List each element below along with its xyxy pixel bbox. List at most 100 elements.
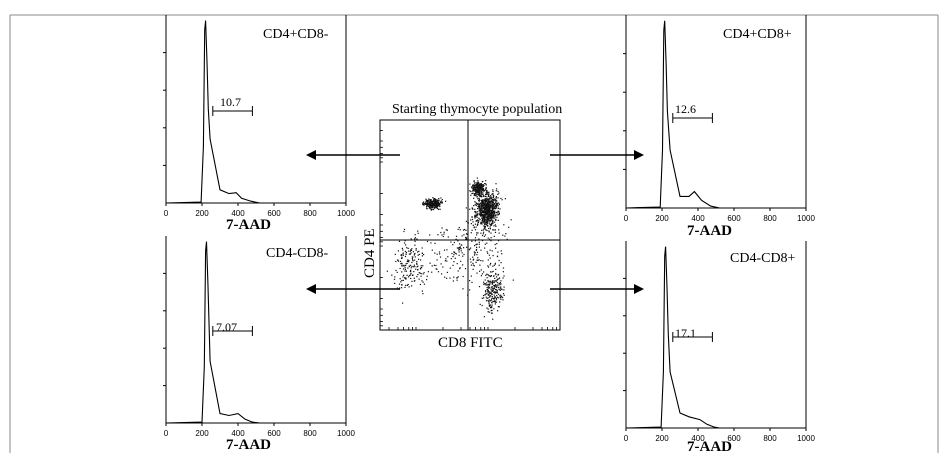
scatter-point: [429, 234, 431, 236]
scatter-point: [490, 224, 493, 226]
scatter-point: [502, 299, 504, 301]
scatter-point: [490, 222, 492, 224]
scatter-point: [478, 204, 480, 206]
scatter-point: [488, 222, 491, 224]
scatter-point: [485, 180, 487, 182]
scatter-point: [489, 287, 491, 289]
scatter-point: [496, 276, 498, 278]
scatter-point: [465, 233, 468, 235]
scatter-point: [486, 307, 488, 309]
scatter-point: [462, 229, 465, 231]
scatter-point: [478, 189, 480, 191]
scatter-point: [457, 270, 459, 272]
scatter-point: [477, 224, 479, 226]
scatter-point: [493, 225, 495, 227]
scatter-point: [441, 201, 443, 203]
scatter-point: [470, 190, 472, 193]
scatter-point: [411, 258, 413, 260]
scatter-point: [413, 271, 415, 273]
scatter-point: [482, 203, 484, 205]
scatter-point: [419, 283, 421, 286]
scatter-point: [485, 189, 487, 192]
scatter-point: [466, 238, 468, 240]
scatter-point: [502, 271, 504, 273]
scatter-point: [491, 214, 493, 216]
scatter-point: [441, 199, 443, 201]
scatter-point: [497, 210, 499, 212]
scatter-point: [495, 292, 497, 294]
scatter-point: [498, 240, 500, 242]
scatter-point: [423, 201, 425, 203]
scatter-point: [496, 292, 498, 294]
scatter-point: [443, 233, 445, 235]
scatter-point: [487, 274, 489, 276]
scatter-point: [487, 286, 489, 288]
scatter-point: [500, 296, 502, 298]
scatter-point: [416, 261, 418, 263]
scatter-point: [493, 208, 495, 210]
scatter-point: [484, 207, 486, 209]
scatter-point: [481, 205, 483, 207]
scatter-point: [480, 184, 482, 186]
scatter-point: [401, 287, 403, 289]
scatter-point: [492, 198, 494, 201]
scatter-point: [486, 197, 488, 199]
scatter-point: [440, 263, 442, 265]
scatter-point: [447, 256, 449, 258]
scatter-point: [478, 238, 480, 240]
scatter-point: [494, 291, 496, 293]
scatter-point: [430, 242, 432, 244]
scatter-point: [477, 191, 479, 193]
scatter-point: [486, 202, 488, 204]
scatter-point: [423, 254, 425, 256]
scatter-point: [423, 283, 425, 285]
scatter-point: [404, 267, 406, 269]
scatter-point: [472, 262, 474, 264]
scatter-point: [488, 284, 491, 286]
scatter-point: [504, 235, 506, 237]
scatter-point: [492, 318, 494, 320]
scatter-point: [462, 264, 464, 266]
scatter-point: [456, 263, 458, 265]
scatter-point: [491, 219, 493, 221]
scatter-point: [473, 190, 475, 192]
scatter-point: [446, 229, 448, 231]
hist-br-xlabel: 7-AAD: [687, 439, 732, 453]
scatter-point: [418, 272, 420, 274]
scatter-point: [414, 266, 416, 268]
scatter-point: [452, 244, 454, 246]
scatter-point: [483, 212, 485, 214]
scatter-point: [482, 218, 484, 220]
scatter-point: [493, 298, 495, 300]
scatter-point: [493, 264, 495, 266]
scatter-point: [499, 289, 501, 291]
scatter-point: [478, 194, 480, 196]
scatter-point: [495, 200, 497, 202]
scatter-point: [393, 278, 396, 280]
scatter-point: [459, 267, 461, 269]
scatter-point: [484, 188, 487, 190]
scatter-point: [493, 281, 495, 284]
scatter-point: [421, 290, 423, 292]
scatter-point: [484, 294, 486, 296]
scatter-point: [496, 216, 498, 218]
scatter-point: [487, 297, 489, 299]
scatter-point: [497, 287, 500, 289]
scatter-point: [474, 245, 476, 247]
scatter-point: [485, 206, 487, 208]
scatter-point: [497, 211, 499, 213]
scatter-point: [479, 211, 481, 214]
scatter-point: [398, 283, 401, 285]
scatter-point: [421, 247, 423, 249]
scatter-point: [457, 240, 459, 242]
scatter-point: [474, 184, 476, 186]
scatter-point: [473, 227, 475, 229]
scatter-point: [486, 224, 488, 226]
scatter-point: [439, 208, 441, 210]
scatter-point: [479, 213, 482, 216]
scatter-point: [474, 201, 476, 203]
scatter-point: [479, 208, 481, 210]
scatter-point: [480, 183, 482, 185]
scatter-point: [495, 205, 497, 207]
scatter-point: [476, 182, 478, 184]
